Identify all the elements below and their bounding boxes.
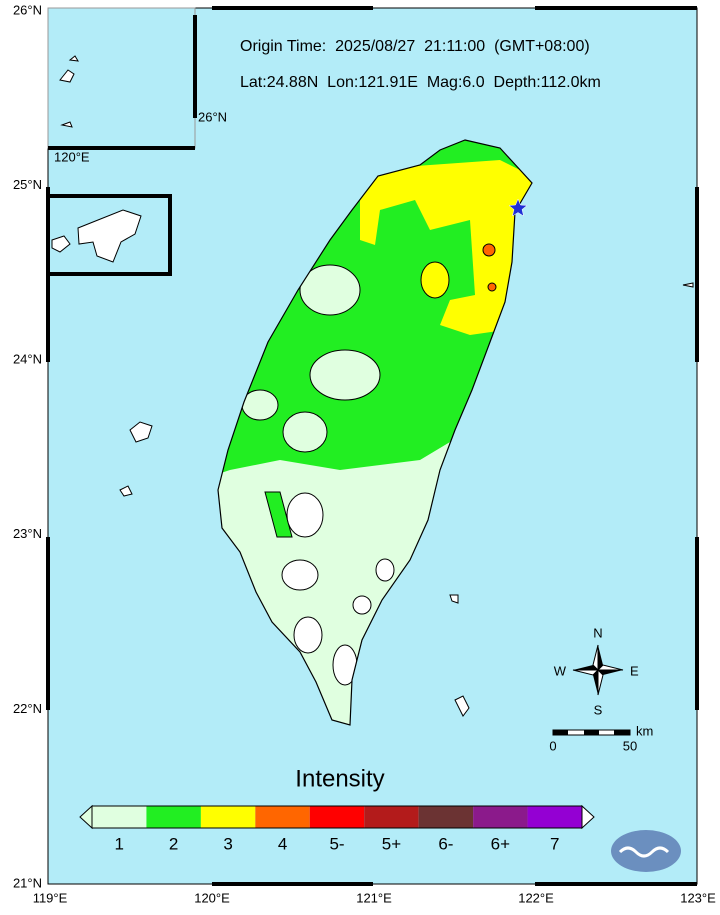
location-info: Lat:24.88N Lon:121.91E Mag:6.0 Depth:112… [240,74,601,91]
legend: 1 2 3 4 5- 5+ 6- 6+ 7 [79,804,595,853]
lon-label: 121°E [356,890,392,905]
inset-lat-label: 26°N [198,109,227,124]
legend-swatch [418,806,474,828]
compass-w: W [554,663,567,678]
legend-label: 6- [438,834,453,853]
lon-label: 119°E [33,890,68,905]
lon-label: 123°E [680,890,716,905]
lat-label: 21°N [13,875,42,890]
compass-n: N [593,625,602,640]
legend-swatch [473,806,528,828]
epicenter [508,198,528,217]
small-islands [119,282,694,717]
legend-swatch [364,806,419,828]
lat-label: 23°N [13,526,42,541]
inset-islands [46,194,172,276]
legend-swatch [309,806,365,828]
legend-label: 7 [550,834,559,853]
logo-wave [618,846,670,858]
legend-swatch [92,806,147,828]
lat-label: 22°N [13,701,42,716]
legend-label: 6+ [491,834,510,853]
compass: N E S W [554,625,639,717]
legend-label: 5- [329,834,344,853]
lon-label: 122°E [518,890,554,905]
scale-end: 50 [623,738,637,753]
lat-label: 25°N [13,177,42,192]
scale-bar: km 0 50 [549,723,653,753]
inset-north: 26°N 120°E [47,7,227,164]
compass-s: S [594,702,603,717]
scale-start: 0 [549,738,556,753]
lon-label: 120°E [194,890,230,905]
legend-swatch [200,806,256,828]
lat-label: 24°N [13,352,42,367]
compass-e: E [630,663,639,678]
legend-swatch [146,806,201,828]
legend-label: 5+ [382,834,401,853]
legend-label: 3 [223,834,232,853]
legend-label: 2 [169,834,178,853]
legend-title: Intensity [295,765,384,792]
legend-border [91,805,583,829]
legend-swatch [255,806,310,828]
legend-swatch [527,806,582,828]
lat-label: 26°N [13,2,42,17]
origin-time: Origin Time: 2025/08/27 21:11:00 (GMT+08… [240,38,590,55]
scale-unit: km [636,723,653,738]
legend-label: 1 [114,834,123,853]
inset-lon-label: 120°E [54,149,90,164]
legend-label: 4 [278,834,287,853]
logo [611,830,681,872]
